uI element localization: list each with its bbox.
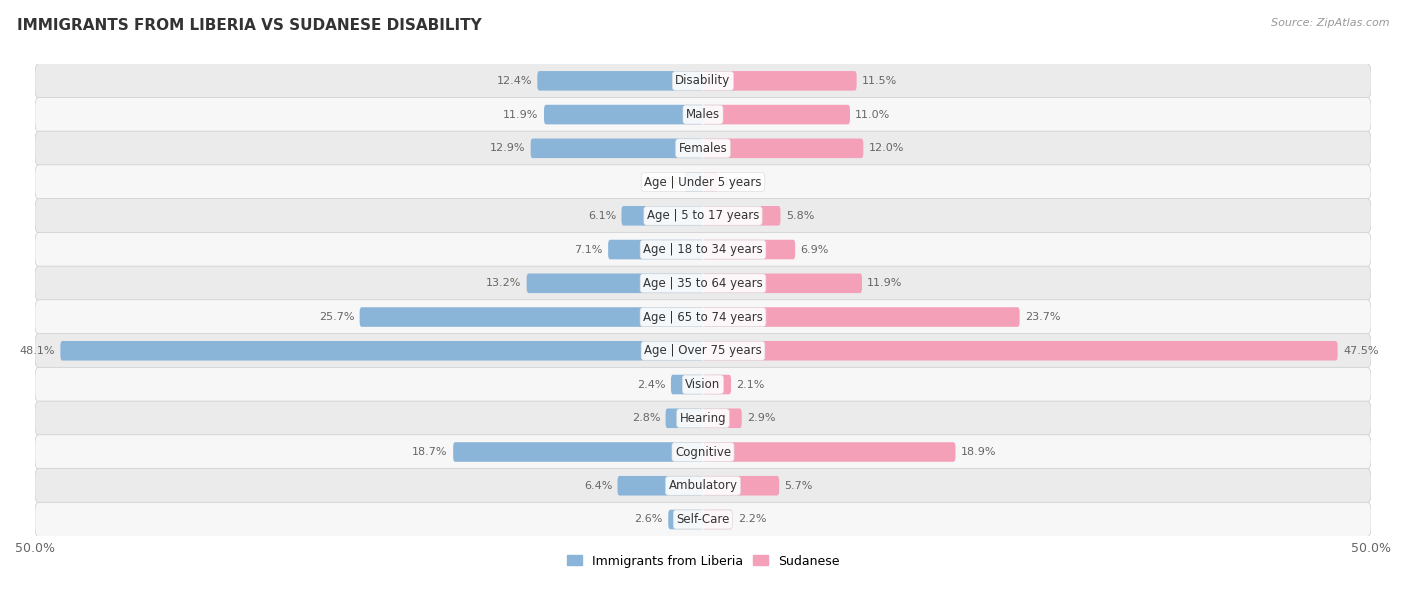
Text: Cognitive: Cognitive — [675, 446, 731, 458]
Text: Females: Females — [679, 142, 727, 155]
Text: Disability: Disability — [675, 74, 731, 88]
FancyBboxPatch shape — [703, 476, 779, 496]
FancyBboxPatch shape — [703, 206, 780, 226]
Text: 6.4%: 6.4% — [583, 481, 612, 491]
Text: 2.9%: 2.9% — [747, 413, 776, 424]
FancyBboxPatch shape — [35, 131, 1371, 165]
Text: Age | 5 to 17 years: Age | 5 to 17 years — [647, 209, 759, 222]
Text: Hearing: Hearing — [679, 412, 727, 425]
Text: Males: Males — [686, 108, 720, 121]
Text: 7.1%: 7.1% — [575, 245, 603, 255]
FancyBboxPatch shape — [703, 307, 1019, 327]
Text: 5.7%: 5.7% — [785, 481, 813, 491]
Text: 2.8%: 2.8% — [631, 413, 661, 424]
Text: Age | Under 5 years: Age | Under 5 years — [644, 176, 762, 188]
FancyBboxPatch shape — [703, 510, 733, 529]
Text: 6.9%: 6.9% — [800, 245, 830, 255]
FancyBboxPatch shape — [668, 510, 703, 529]
Text: 18.9%: 18.9% — [960, 447, 997, 457]
FancyBboxPatch shape — [703, 442, 956, 462]
Text: 1.1%: 1.1% — [723, 177, 751, 187]
FancyBboxPatch shape — [35, 469, 1371, 503]
Text: 11.5%: 11.5% — [862, 76, 897, 86]
FancyBboxPatch shape — [35, 97, 1371, 132]
Text: 2.2%: 2.2% — [738, 515, 766, 524]
Text: 23.7%: 23.7% — [1025, 312, 1060, 322]
Text: Age | Over 75 years: Age | Over 75 years — [644, 345, 762, 357]
Text: 13.2%: 13.2% — [486, 278, 522, 288]
FancyBboxPatch shape — [703, 105, 851, 124]
FancyBboxPatch shape — [60, 341, 703, 360]
FancyBboxPatch shape — [703, 240, 796, 259]
Text: Age | 65 to 74 years: Age | 65 to 74 years — [643, 310, 763, 324]
Text: 2.6%: 2.6% — [634, 515, 662, 524]
FancyBboxPatch shape — [703, 138, 863, 158]
FancyBboxPatch shape — [544, 105, 703, 124]
Text: Age | 18 to 34 years: Age | 18 to 34 years — [643, 243, 763, 256]
Text: 11.0%: 11.0% — [855, 110, 890, 119]
FancyBboxPatch shape — [527, 274, 703, 293]
FancyBboxPatch shape — [35, 300, 1371, 334]
FancyBboxPatch shape — [35, 233, 1371, 267]
Text: 47.5%: 47.5% — [1343, 346, 1378, 356]
FancyBboxPatch shape — [621, 206, 703, 226]
Text: Ambulatory: Ambulatory — [668, 479, 738, 492]
FancyBboxPatch shape — [617, 476, 703, 496]
Text: 1.4%: 1.4% — [651, 177, 679, 187]
Text: IMMIGRANTS FROM LIBERIA VS SUDANESE DISABILITY: IMMIGRANTS FROM LIBERIA VS SUDANESE DISA… — [17, 18, 482, 34]
FancyBboxPatch shape — [703, 341, 1337, 360]
FancyBboxPatch shape — [665, 408, 703, 428]
Text: 2.4%: 2.4% — [637, 379, 665, 389]
FancyBboxPatch shape — [360, 307, 703, 327]
FancyBboxPatch shape — [35, 266, 1371, 300]
FancyBboxPatch shape — [703, 408, 742, 428]
Text: Self-Care: Self-Care — [676, 513, 730, 526]
Text: 25.7%: 25.7% — [319, 312, 354, 322]
Text: 12.9%: 12.9% — [489, 143, 526, 154]
FancyBboxPatch shape — [703, 71, 856, 91]
FancyBboxPatch shape — [35, 64, 1371, 98]
FancyBboxPatch shape — [671, 375, 703, 394]
FancyBboxPatch shape — [537, 71, 703, 91]
FancyBboxPatch shape — [609, 240, 703, 259]
FancyBboxPatch shape — [703, 274, 862, 293]
Text: 18.7%: 18.7% — [412, 447, 449, 457]
Text: 2.1%: 2.1% — [737, 379, 765, 389]
FancyBboxPatch shape — [35, 435, 1371, 469]
Legend: Immigrants from Liberia, Sudanese: Immigrants from Liberia, Sudanese — [561, 550, 845, 573]
Text: Age | 35 to 64 years: Age | 35 to 64 years — [643, 277, 763, 290]
Text: 11.9%: 11.9% — [868, 278, 903, 288]
FancyBboxPatch shape — [35, 165, 1371, 200]
Text: 48.1%: 48.1% — [20, 346, 55, 356]
FancyBboxPatch shape — [35, 401, 1371, 436]
Text: 11.9%: 11.9% — [503, 110, 538, 119]
Text: 12.4%: 12.4% — [496, 76, 531, 86]
Text: 5.8%: 5.8% — [786, 211, 814, 221]
FancyBboxPatch shape — [35, 198, 1371, 233]
Text: 6.1%: 6.1% — [588, 211, 616, 221]
FancyBboxPatch shape — [453, 442, 703, 462]
FancyBboxPatch shape — [685, 172, 703, 192]
Text: Vision: Vision — [685, 378, 721, 391]
FancyBboxPatch shape — [35, 502, 1371, 537]
FancyBboxPatch shape — [530, 138, 703, 158]
FancyBboxPatch shape — [35, 367, 1371, 401]
FancyBboxPatch shape — [703, 172, 717, 192]
FancyBboxPatch shape — [35, 334, 1371, 368]
Text: 12.0%: 12.0% — [869, 143, 904, 154]
FancyBboxPatch shape — [703, 375, 731, 394]
Text: Source: ZipAtlas.com: Source: ZipAtlas.com — [1271, 18, 1389, 28]
